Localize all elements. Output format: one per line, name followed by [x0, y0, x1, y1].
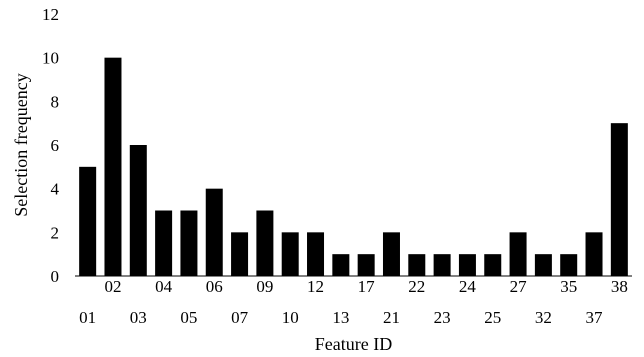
bar-27	[509, 232, 527, 276]
bar-09	[256, 210, 274, 276]
x-tick-label: 02	[104, 277, 121, 296]
bar-32	[534, 254, 552, 276]
bar-02	[104, 57, 122, 276]
bar-37	[585, 232, 603, 276]
bar-01	[79, 166, 97, 276]
x-tick-label: 22	[408, 277, 425, 296]
bar-04	[155, 210, 173, 276]
x-tick-label: 01	[79, 308, 96, 327]
x-tick-label: 09	[256, 277, 273, 296]
x-tick-label: 17	[358, 277, 376, 296]
bar-05	[180, 210, 198, 276]
bar-21	[382, 232, 400, 276]
x-tick-label: 10	[282, 308, 299, 327]
bar-07	[231, 232, 249, 276]
y-tick-label: 2	[51, 223, 60, 242]
bar-06	[205, 188, 223, 276]
bar-22	[408, 254, 426, 276]
y-tick-label: 12	[42, 5, 59, 24]
bars	[79, 57, 628, 277]
bar-17	[357, 254, 375, 276]
x-tick-label: 03	[130, 308, 147, 327]
x-tick-label: 24	[459, 277, 477, 296]
x-tick-label: 06	[206, 277, 223, 296]
bar-23	[433, 254, 451, 276]
bar-12	[307, 232, 325, 276]
x-tick-label: 32	[535, 308, 552, 327]
x-tick-label: 35	[560, 277, 577, 296]
x-tick-label: 21	[383, 308, 400, 327]
x-tick-label: 12	[307, 277, 324, 296]
y-tick-label: 6	[51, 136, 60, 155]
y-tick-label: 8	[51, 92, 60, 111]
y-tick-label: 10	[42, 49, 59, 68]
x-axis-ticks: 01 02 03 04 05 06 07 09 10 12 13 17 21 22 23 24 25 27 32 35…	[79, 277, 628, 327]
bar-10	[281, 232, 299, 276]
x-tick-label: 23	[434, 308, 451, 327]
y-tick-label: 0	[51, 267, 60, 286]
x-tick-label: 27	[510, 277, 528, 296]
x-tick-label: 05	[180, 308, 197, 327]
x-tick-label: 04	[155, 277, 173, 296]
bar-24	[458, 254, 476, 276]
x-tick-label: 07	[231, 308, 249, 327]
bar-03	[129, 145, 147, 276]
x-tick-label: 13	[332, 308, 349, 327]
y-tick-label: 4	[51, 180, 60, 199]
bar-38	[610, 123, 628, 277]
x-axis-title: Feature ID	[315, 334, 392, 354]
x-tick-label: 38	[611, 277, 628, 296]
bar-13	[332, 254, 350, 276]
y-axis-title: Selection frequency	[11, 73, 31, 216]
bar-35	[560, 254, 578, 276]
bar-25	[484, 254, 502, 276]
x-tick-label: 37	[586, 308, 604, 327]
x-tick-label: 25	[484, 308, 501, 327]
y-axis-ticks: 0 2 4 6 8 10 12	[42, 5, 60, 286]
